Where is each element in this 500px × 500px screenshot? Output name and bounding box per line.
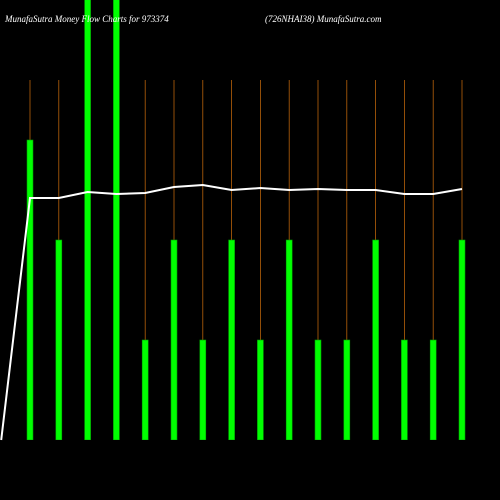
bar [372, 239, 379, 440]
lines [0, 183, 463, 441]
bar [401, 339, 408, 440]
bar [26, 139, 34, 440]
chart-title: MunafaSutra Money Flow Charts for 973374 [4, 14, 169, 24]
bar [429, 339, 437, 440]
bar [228, 239, 235, 440]
bar [113, 0, 120, 440]
bar [199, 339, 207, 440]
bar [55, 239, 63, 440]
bars [26, 0, 466, 440]
bar [141, 339, 149, 440]
bar [314, 339, 322, 440]
bar [170, 239, 178, 440]
grid [29, 80, 463, 440]
bar [343, 339, 351, 440]
bar [84, 0, 91, 440]
bar [257, 339, 264, 440]
chart-subtitle: (726NHAI38) MunafaSutra.com [265, 14, 382, 24]
bar [458, 239, 466, 440]
money-flow-line [0, 183, 463, 441]
bar [285, 239, 293, 440]
